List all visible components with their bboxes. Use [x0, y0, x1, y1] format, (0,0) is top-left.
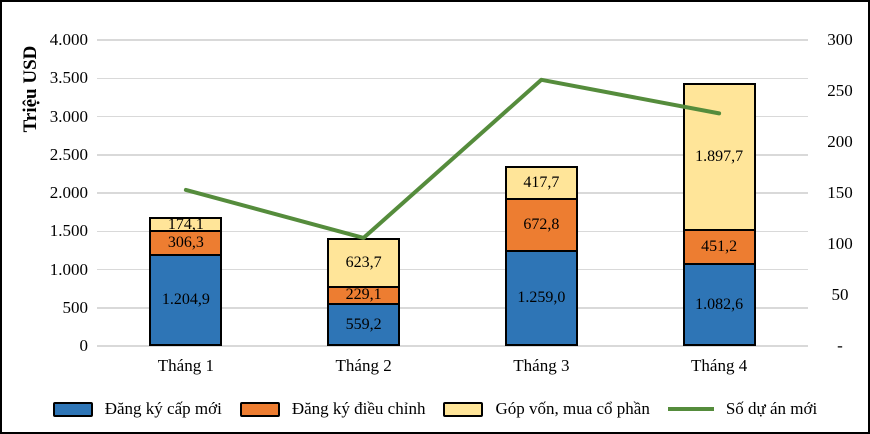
legend-label: Số dự án mới — [725, 399, 818, 418]
bar-segment-value: 672,8 — [523, 215, 560, 233]
bar-segment-value: 623,7 — [345, 253, 382, 271]
bar-segment-value: 229,1 — [345, 286, 382, 304]
legend-item: Đăng ký cấp mới — [52, 399, 222, 419]
bar-segment: 306,3 — [149, 230, 223, 254]
right-axis-tick: 150 — [827, 183, 853, 202]
bar-segment-value: 559,2 — [345, 315, 382, 333]
right-axis-tick: 300 — [827, 30, 853, 49]
bar-segment-value: 417,7 — [523, 174, 560, 192]
bar-segment-value: 1.259,0 — [517, 288, 566, 306]
gridline — [97, 39, 808, 41]
legend-label: Đăng ký điều chỉnh — [291, 399, 426, 418]
legend-label: Góp vốn, mua cổ phần — [495, 399, 650, 418]
bar-segment: 672,8 — [504, 198, 578, 250]
gridline — [97, 307, 808, 309]
right-axis-tick: 100 — [827, 234, 853, 253]
plot-area: 1.204,9 306,3 174,1 559,2 229,1 623,7 1.259,0 6… — [97, 39, 808, 347]
bar-segment: 1.082,6 — [682, 263, 756, 346]
x-axis-label: Tháng 2 — [335, 356, 392, 375]
gridline — [97, 230, 808, 232]
line-series-layer — [183, 77, 722, 240]
gridline — [97, 192, 808, 194]
x-axis-label: Tháng 4 — [691, 356, 748, 375]
bar-segment-value: 1.897,7 — [695, 148, 744, 166]
line-series — [183, 77, 722, 240]
bar-segment: 1.259,0 — [504, 249, 578, 346]
legend-item: Đăng ký điều chỉnh — [239, 399, 426, 419]
right-axis-tick: 250 — [827, 81, 853, 100]
legend-swatch — [443, 401, 484, 417]
right-axis-tick: 50 — [831, 285, 849, 304]
bar-segment-value: 306,3 — [167, 234, 204, 252]
bar-segment: 229,1 — [327, 285, 401, 304]
bar-segment: 417,7 — [504, 166, 578, 199]
left-axis-tick: 3.500 — [49, 68, 88, 88]
bar-segment-value: 1.082,6 — [695, 295, 744, 313]
gridline — [97, 154, 808, 156]
left-axis-tick: 3.000 — [49, 106, 88, 126]
left-axis-tick: 0 — [79, 336, 89, 355]
x-axis-label: Tháng 1 — [157, 356, 214, 375]
bar-segment-value: 174,1 — [167, 215, 204, 233]
bar-segment: 451,2 — [682, 228, 756, 264]
bar-segment: 623,7 — [327, 237, 401, 286]
right-axis-tick: 200 — [827, 132, 853, 151]
bar-segment-value: 1.204,9 — [161, 290, 210, 308]
bar-segment: 1.897,7 — [682, 83, 756, 229]
x-axis-label: Tháng 3 — [513, 356, 570, 375]
legend-swatch — [239, 401, 280, 417]
legend-swatch — [52, 401, 93, 417]
gridline — [97, 268, 808, 271]
left-axis-tick: 4.000 — [49, 30, 88, 49]
left-axis-tick: 2.500 — [49, 144, 88, 164]
legend: Đăng ký cấp mới Đăng ký điều chỉnh Góp vốn… — [2, 395, 868, 423]
gridline — [97, 345, 808, 347]
legend-item: Số dự án mới — [667, 399, 818, 419]
left-axis-tick: 2.000 — [49, 183, 88, 202]
bar-segment: 559,2 — [327, 303, 401, 346]
bar-segment: 1.204,9 — [149, 253, 223, 346]
left-axis-tick: 500 — [62, 297, 89, 317]
left-axis-tick: 1.500 — [49, 221, 88, 241]
left-axis-tick: 1.000 — [49, 259, 88, 279]
legend-label: Đăng ký cấp mới — [104, 399, 222, 418]
gridline — [97, 77, 808, 79]
legend-item: Góp vốn, mua cổ phần — [443, 399, 650, 419]
right-axis-tick: - — [837, 336, 843, 355]
bar-segment: 174,1 — [149, 215, 223, 233]
left-axis-title: Triệu USD — [20, 45, 41, 133]
gridline — [97, 115, 808, 118]
legend-line-swatch — [667, 407, 714, 411]
bar-segment-value: 451,2 — [701, 237, 738, 255]
